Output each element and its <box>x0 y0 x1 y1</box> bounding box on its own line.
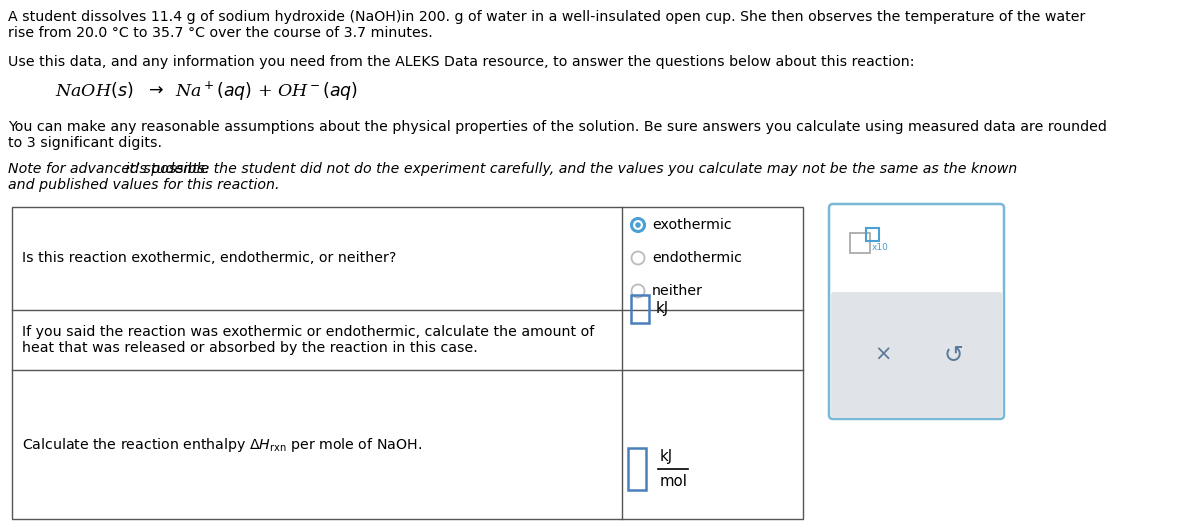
Bar <box>631 295 649 323</box>
Bar <box>12 207 803 519</box>
Text: You can make any reasonable assumptions about the physical properties of the sol: You can make any reasonable assumptions … <box>8 120 1106 134</box>
Text: Calculate the reaction enthalpy $\Delta H_{\mathrm{rxn}}$ per mole of NaOH.: Calculate the reaction enthalpy $\Delta … <box>22 435 422 453</box>
Text: ×: × <box>875 345 892 365</box>
Text: kJ: kJ <box>656 302 670 316</box>
Text: ↺: ↺ <box>943 343 964 367</box>
Text: rise from 20.0 °C to 35.7 °C over the course of 3.7 minutes.: rise from 20.0 °C to 35.7 °C over the co… <box>8 26 433 40</box>
Text: Note for advanced students:: Note for advanced students: <box>8 162 210 176</box>
Text: NaOH$(s)$: NaOH$(s)$ <box>55 80 133 100</box>
Text: If you said the reaction was exothermic or endothermic, calculate the amount of: If you said the reaction was exothermic … <box>22 325 594 339</box>
Bar <box>866 228 878 241</box>
FancyBboxPatch shape <box>830 292 1002 418</box>
Text: and published values for this reaction.: and published values for this reaction. <box>8 178 280 192</box>
Text: mol: mol <box>660 475 688 489</box>
Text: kJ: kJ <box>660 450 673 464</box>
Text: it’s possible the student did not do the experiment carefully, and the values yo: it’s possible the student did not do the… <box>121 162 1018 176</box>
Text: x10: x10 <box>872 242 889 251</box>
Text: Use this data, and any information you need from the ALEKS Data resource, to ans: Use this data, and any information you n… <box>8 55 914 69</box>
Circle shape <box>635 222 641 228</box>
Text: endothermic: endothermic <box>652 251 742 265</box>
Text: exothermic: exothermic <box>652 218 732 232</box>
Text: Na$^+$$(aq)$ + OH$^-$$(aq)$: Na$^+$$(aq)$ + OH$^-$$(aq)$ <box>175 80 358 103</box>
Text: neither: neither <box>652 284 703 298</box>
Text: to 3 significant digits.: to 3 significant digits. <box>8 136 162 150</box>
Bar <box>628 448 646 490</box>
Text: $\rightarrow$: $\rightarrow$ <box>145 80 164 98</box>
Text: Is this reaction exothermic, endothermic, or neither?: Is this reaction exothermic, endothermic… <box>22 251 396 266</box>
Bar <box>850 233 870 253</box>
Text: heat that was released or absorbed by the reaction in this case.: heat that was released or absorbed by th… <box>22 341 478 355</box>
FancyBboxPatch shape <box>829 204 1004 419</box>
Text: A student dissolves 11.4 g of sodium hydroxide (NaOH)in 200. g of water in a wel: A student dissolves 11.4 g of sodium hyd… <box>8 10 1085 24</box>
